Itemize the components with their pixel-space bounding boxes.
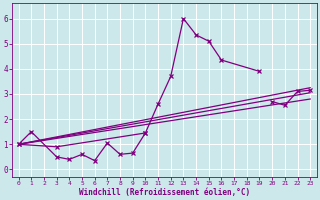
- X-axis label: Windchill (Refroidissement éolien,°C): Windchill (Refroidissement éolien,°C): [79, 188, 250, 197]
